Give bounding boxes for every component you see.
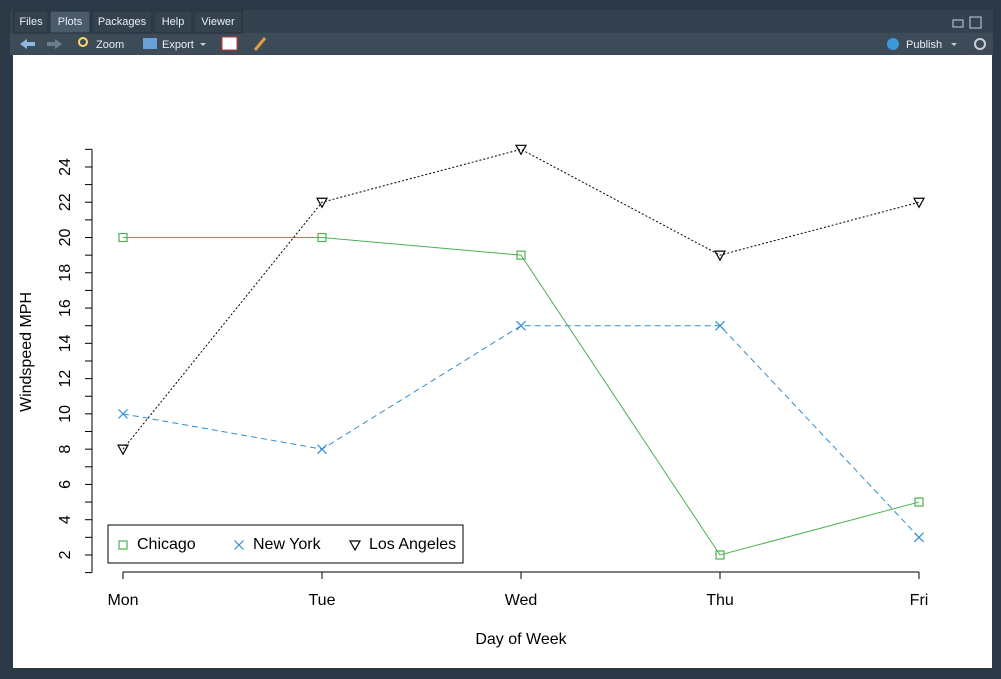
minimize-button[interactable]	[952, 19, 964, 28]
x-tick-label: Thu	[706, 592, 734, 609]
tab-label[interactable]: Viewer	[201, 16, 235, 28]
x-tick-label: Tue	[309, 592, 336, 609]
export-button[interactable]: Export	[162, 39, 194, 51]
data-point	[317, 232, 327, 243]
data-point	[912, 197, 926, 209]
clear-plots-button[interactable]	[253, 37, 267, 51]
series-line	[123, 237, 920, 556]
legend-box	[107, 524, 464, 564]
back-button[interactable]	[20, 39, 35, 49]
legend-label: Los Angeles	[369, 536, 456, 553]
y-tick-label: 2	[57, 550, 74, 559]
y-tick-label: 22	[57, 193, 74, 211]
y-axis-label: Windspeed MPH	[18, 292, 35, 412]
refresh-button[interactable]	[974, 38, 986, 50]
tab[interactable]	[193, 10, 243, 34]
data-point	[715, 320, 725, 331]
y-tick-label: 10	[57, 405, 74, 423]
legend-marker	[348, 540, 362, 552]
data-point	[118, 408, 128, 419]
data-point	[914, 532, 924, 543]
remove-plot-button[interactable]	[221, 36, 238, 51]
zoom-icon	[78, 37, 88, 47]
tab-label[interactable]: Help	[162, 16, 185, 28]
data-point	[118, 232, 128, 243]
chart: Day of Week Windspeed MPH 24681012141618…	[18, 144, 929, 648]
legend-label: Chicago	[137, 536, 196, 553]
data-point	[715, 550, 725, 560]
tab-label[interactable]: Packages	[98, 16, 147, 28]
y-tick-label: 4	[57, 515, 74, 524]
y-tick-label: 24	[57, 158, 74, 176]
data-point	[516, 320, 526, 331]
x-axis-label: Day of Week	[475, 631, 567, 648]
tab-label[interactable]: Plots	[58, 16, 83, 28]
maximize-button[interactable]	[969, 16, 982, 29]
y-tick-label: 6	[57, 480, 74, 489]
x-tick-label: Fri	[910, 592, 929, 609]
publish-button[interactable]: Publish	[906, 39, 942, 51]
tab[interactable]	[153, 10, 193, 34]
tab-bar	[10, 10, 993, 33]
data-point	[315, 197, 329, 209]
forward-button[interactable]	[47, 39, 62, 49]
y-tick-label: 12	[57, 370, 74, 388]
data-point	[116, 444, 130, 456]
data-point	[514, 144, 528, 156]
x-tick-label: Mon	[107, 592, 138, 609]
tab-label[interactable]: Files	[19, 16, 43, 28]
data-point	[713, 250, 727, 262]
legend-label: New York	[253, 536, 322, 553]
tab[interactable]	[91, 10, 153, 34]
tab[interactable]	[49, 10, 91, 34]
toolbar	[10, 33, 993, 55]
x-tick-label: Wed	[505, 592, 538, 609]
y-tick-label: 8	[57, 445, 74, 454]
publish-icon	[887, 38, 899, 50]
series-line	[122, 148, 920, 450]
y-tick-label: 14	[57, 334, 74, 352]
tab[interactable]	[13, 10, 49, 34]
series-line	[122, 325, 920, 538]
legend-marker	[118, 540, 128, 550]
y-tick-label: 20	[57, 229, 74, 247]
zoom-button[interactable]: Zoom	[96, 39, 124, 51]
data-point	[317, 444, 327, 455]
plot-area	[13, 55, 992, 668]
data-point	[516, 250, 526, 260]
y-tick-label: 18	[57, 264, 74, 282]
y-tick-label: 16	[57, 299, 74, 317]
legend-marker	[234, 540, 244, 550]
export-dropdown[interactable]	[200, 43, 206, 46]
data-point	[914, 497, 924, 507]
publish-dropdown[interactable]	[951, 43, 957, 46]
export-icon	[143, 38, 157, 49]
